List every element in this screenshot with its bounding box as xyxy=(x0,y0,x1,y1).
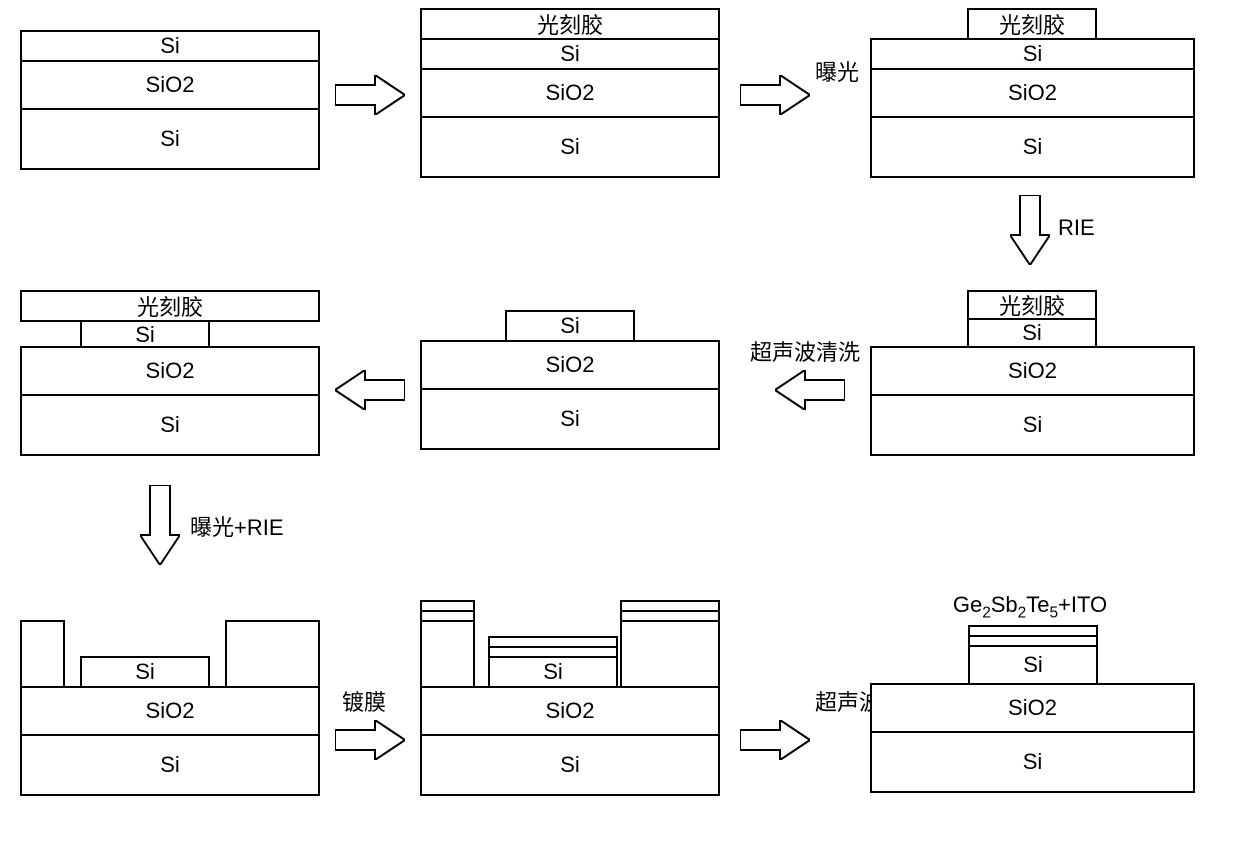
pr-pillar-left xyxy=(420,620,475,688)
layer-si-mesa: Si xyxy=(80,656,210,688)
coat-right-top2 xyxy=(620,600,720,612)
layer-photoresist-full: 光刻胶 xyxy=(20,290,320,322)
stage-8: Si SiO2 Si xyxy=(420,600,720,800)
layer-si-top: Si xyxy=(420,38,720,70)
pr-pillar-left xyxy=(20,620,65,688)
label-expose-rie: 曝光+RIE xyxy=(190,510,284,542)
stage-4: 光刻胶 Si SiO2 Si xyxy=(870,290,1195,460)
layer-sio2: SiO2 xyxy=(870,683,1195,733)
stage-9: Si SiO2 Si xyxy=(870,625,1195,800)
layer-sio2: SiO2 xyxy=(870,68,1195,118)
arrow-4-5 xyxy=(775,370,845,410)
layer-si-mesa: Si xyxy=(488,656,618,688)
layer-si-bottom: Si xyxy=(870,116,1195,178)
layer-si-top: Si xyxy=(870,38,1195,70)
layer-si-bottom: Si xyxy=(20,108,320,170)
layer-si-bottom: Si xyxy=(20,394,320,456)
layer-si-patterned: Si xyxy=(505,310,635,342)
layer-si-bottom: Si xyxy=(20,734,320,796)
pr-pillar-right xyxy=(225,620,320,688)
layer-si-bottom: Si xyxy=(870,731,1195,793)
layer-photoresist: 光刻胶 xyxy=(420,8,720,40)
layer-si-bottom: Si xyxy=(870,394,1195,456)
label-rie: RIE xyxy=(1058,215,1095,241)
coat-left-top2 xyxy=(420,600,475,612)
layer-sio2: SiO2 xyxy=(20,60,320,110)
layer-photoresist-patterned: 光刻胶 xyxy=(967,8,1097,40)
arrow-5-6 xyxy=(335,370,405,410)
stage-3: 光刻胶 Si SiO2 Si xyxy=(870,8,1195,170)
label-coating: 镀膜 xyxy=(342,685,386,717)
arrow-8-9 xyxy=(740,720,810,760)
layer-sio2: SiO2 xyxy=(420,340,720,390)
stage-5: Si SiO2 Si xyxy=(420,310,720,460)
layer-si-bottom: Si xyxy=(420,388,720,450)
layer-sio2: SiO2 xyxy=(20,686,320,736)
layer-si-patterned: Si xyxy=(967,318,1097,348)
arrow-2-3 xyxy=(740,75,810,115)
arrow-6-7 xyxy=(140,485,180,565)
stage-2: 光刻胶 Si SiO2 Si xyxy=(420,8,720,170)
layer-sio2: SiO2 xyxy=(420,68,720,118)
layer-sio2: SiO2 xyxy=(420,686,720,736)
pr-pillar-right xyxy=(620,620,720,688)
arrow-7-8 xyxy=(335,720,405,760)
layer-photoresist-patterned: 光刻胶 xyxy=(967,290,1097,320)
layer-si-mesa: Si xyxy=(968,645,1098,685)
layer-si-bottom: Si xyxy=(420,734,720,796)
layer-sio2: SiO2 xyxy=(870,346,1195,396)
stage-6: 光刻胶 Si SiO2 Si xyxy=(20,290,320,460)
arrow-1-2 xyxy=(335,75,405,115)
layer-si-bottom: Si xyxy=(420,116,720,178)
stage-1: Si SiO2 Si xyxy=(20,30,320,170)
arrow-3-4 xyxy=(1010,195,1050,265)
label-expose: 曝光 xyxy=(815,55,859,87)
stage-7: Si SiO2 Si xyxy=(20,620,320,800)
layer-si-top: Si xyxy=(20,30,320,62)
label-ultrasonic-1: 超声波清洗 xyxy=(750,335,860,367)
label-gst-ito: Ge2Sb2Te5+ITO xyxy=(930,592,1130,622)
layer-sio2: SiO2 xyxy=(20,346,320,396)
